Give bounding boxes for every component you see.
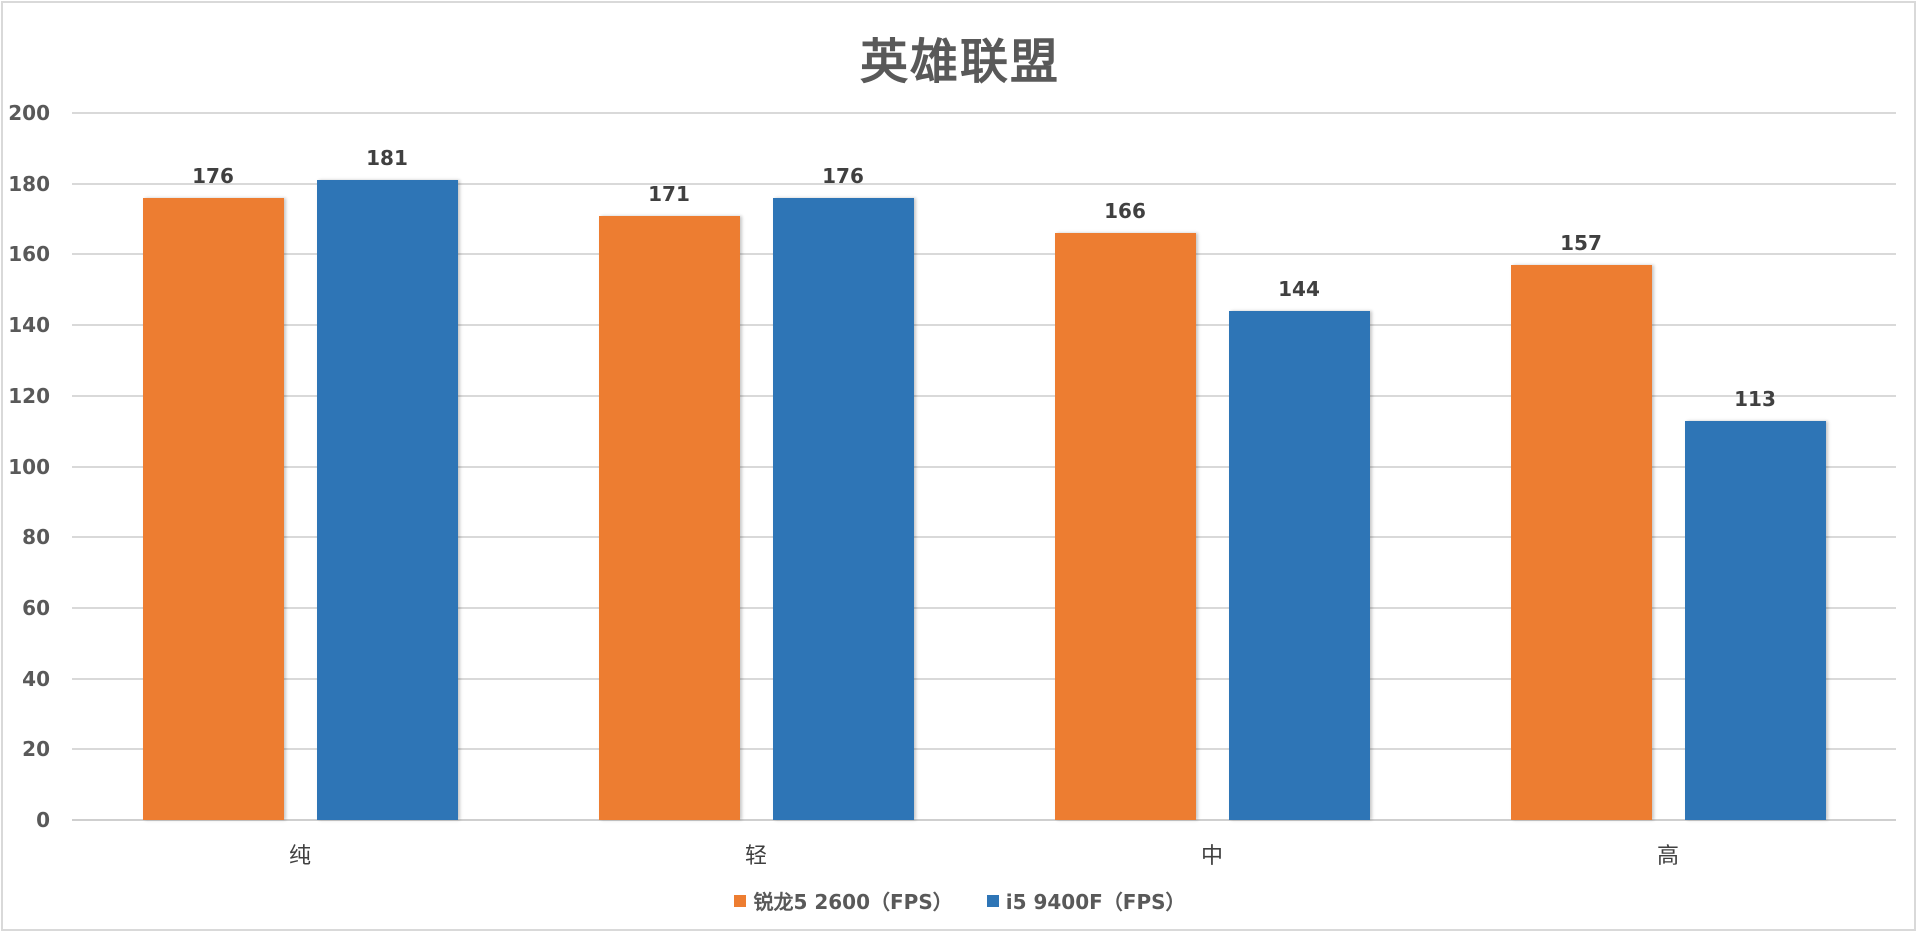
gridline (72, 324, 1896, 327)
y-tick-label: 80 (22, 525, 50, 550)
x-category-label: 中 (1200, 844, 1223, 869)
y-tick-label: 100 (8, 454, 50, 479)
gridline (72, 253, 1896, 256)
y-tick-label: 20 (22, 737, 50, 762)
y-tick-label: 160 (8, 242, 50, 267)
chart-title: 英雄联盟 (859, 34, 1060, 90)
gridline (72, 748, 1896, 751)
y-tick-label: 60 (22, 595, 50, 620)
bar-intel-3[interactable] (1684, 420, 1826, 820)
y-tick-label: 200 (8, 101, 50, 125)
bar-ryzen-3[interactable] (1510, 265, 1652, 820)
bar-intel-1[interactable] (772, 197, 914, 820)
gridline (72, 112, 1896, 114)
data-label: 171 (648, 181, 690, 206)
gridline (72, 536, 1896, 539)
gridline (72, 465, 1896, 468)
gridline (72, 606, 1896, 609)
gridline (72, 182, 1896, 185)
plot-area: 176 181 171 176 166 144 157 113 (72, 112, 1896, 821)
legend-item-intel[interactable]: i5 9400F（FPS） (986, 886, 1186, 915)
legend-swatch-blue-icon (986, 894, 999, 907)
bar-intel-0[interactable] (316, 180, 458, 820)
y-tick-label: 0 (36, 808, 50, 832)
bar-ryzen-2[interactable] (1054, 233, 1196, 820)
legend-item-ryzen[interactable]: 锐龙5 2600（FPS） (734, 886, 953, 915)
data-label: 176 (192, 163, 234, 188)
data-label: 144 (1278, 276, 1320, 301)
x-category-label: 轻 (744, 844, 767, 869)
y-tick-label: 40 (22, 666, 50, 691)
y-tick-label: 140 (8, 313, 50, 338)
x-category-label: 高 (1656, 844, 1679, 869)
data-label: 166 (1104, 199, 1146, 224)
data-label: 181 (366, 146, 408, 171)
data-label: 113 (1734, 386, 1776, 411)
legend-label: i5 9400F（FPS） (1005, 890, 1186, 914)
legend: 锐龙5 2600（FPS） i5 9400F（FPS） (0, 886, 1920, 915)
bar-intel-2[interactable] (1228, 310, 1370, 820)
legend-label: 锐龙5 2600（FPS） (753, 890, 953, 914)
legend-swatch-orange-icon (734, 894, 747, 907)
data-label: 176 (822, 163, 864, 188)
x-category-label: 纯 (288, 844, 311, 869)
gridline (72, 677, 1896, 680)
bar-ryzen-0[interactable] (142, 197, 284, 820)
y-tick-label: 120 (8, 383, 50, 408)
gridline (72, 819, 1896, 821)
bar-ryzen-1[interactable] (598, 215, 740, 820)
gridline (72, 394, 1896, 397)
y-tick-label: 180 (8, 171, 50, 196)
data-label: 157 (1560, 231, 1602, 255)
